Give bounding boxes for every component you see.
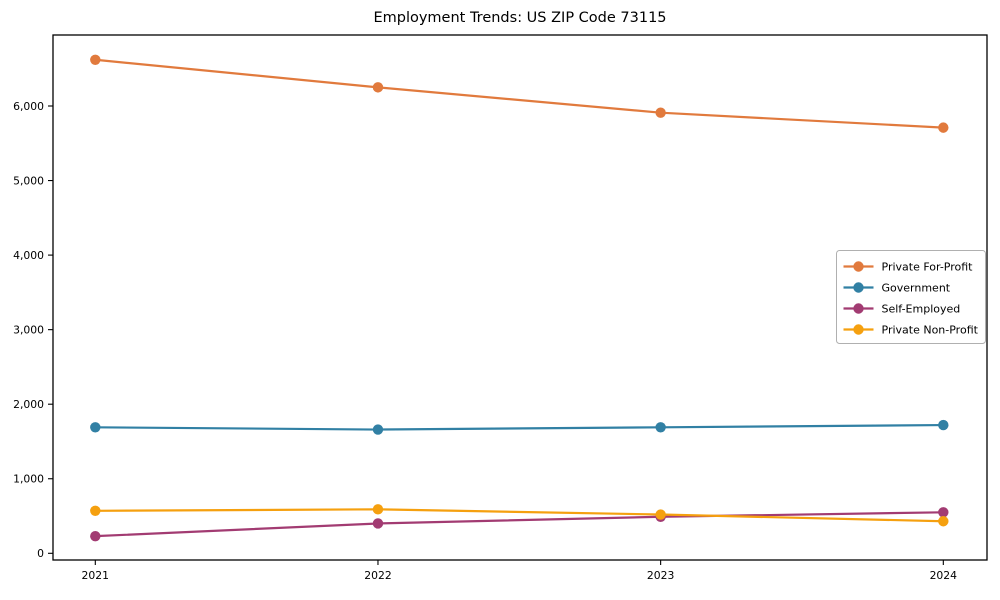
data-point [372, 518, 384, 529]
y-tick-label: 6,000 [13, 100, 44, 113]
legend-box [836, 250, 986, 344]
data-point [90, 422, 101, 433]
legend-marker [853, 261, 864, 272]
x-tick-label: 2023 [647, 569, 674, 582]
legend-item-label: Self-Employed [882, 303, 961, 316]
legend-marker [853, 324, 864, 335]
x-tick-label: 2024 [930, 569, 958, 582]
chart-title: Employment Trends: US ZIP Code 73115 [373, 10, 667, 26]
y-tick-label: 3,000 [13, 323, 44, 336]
series-line-private-for-profit [95, 58, 944, 129]
data-point [938, 122, 949, 133]
data-point [90, 505, 101, 517]
legend-item-label: Private Non-Profit [882, 324, 979, 337]
plot-border [52, 34, 988, 561]
y-tick-label: 5,000 [13, 174, 44, 187]
series-line-self-employed [95, 511, 944, 538]
legend-marker [853, 282, 864, 293]
data-point [655, 107, 666, 118]
y-tick-label: 4,000 [13, 249, 44, 262]
legend-item-label: Private For-Profit [882, 261, 974, 274]
y-tick-label: 2,000 [13, 398, 44, 411]
data-point [372, 504, 384, 515]
y-tick-label: 0 [37, 547, 44, 560]
data-point [90, 54, 101, 65]
data-point [372, 82, 384, 93]
series-line-government [95, 423, 944, 431]
x-tick-label: 2022 [364, 569, 391, 582]
data-point [655, 509, 666, 520]
data-point [90, 530, 101, 542]
data-point [372, 424, 384, 435]
data-point [938, 507, 949, 518]
y-tick-label: 1,000 [13, 473, 44, 486]
data-point [655, 422, 666, 433]
data-point [938, 419, 949, 431]
x-tick-label: 2021 [82, 569, 109, 582]
legend-marker [853, 303, 864, 314]
series-line-private-non-profit [95, 508, 944, 523]
legend-item-label: Government [882, 282, 951, 295]
data-point [938, 516, 949, 527]
